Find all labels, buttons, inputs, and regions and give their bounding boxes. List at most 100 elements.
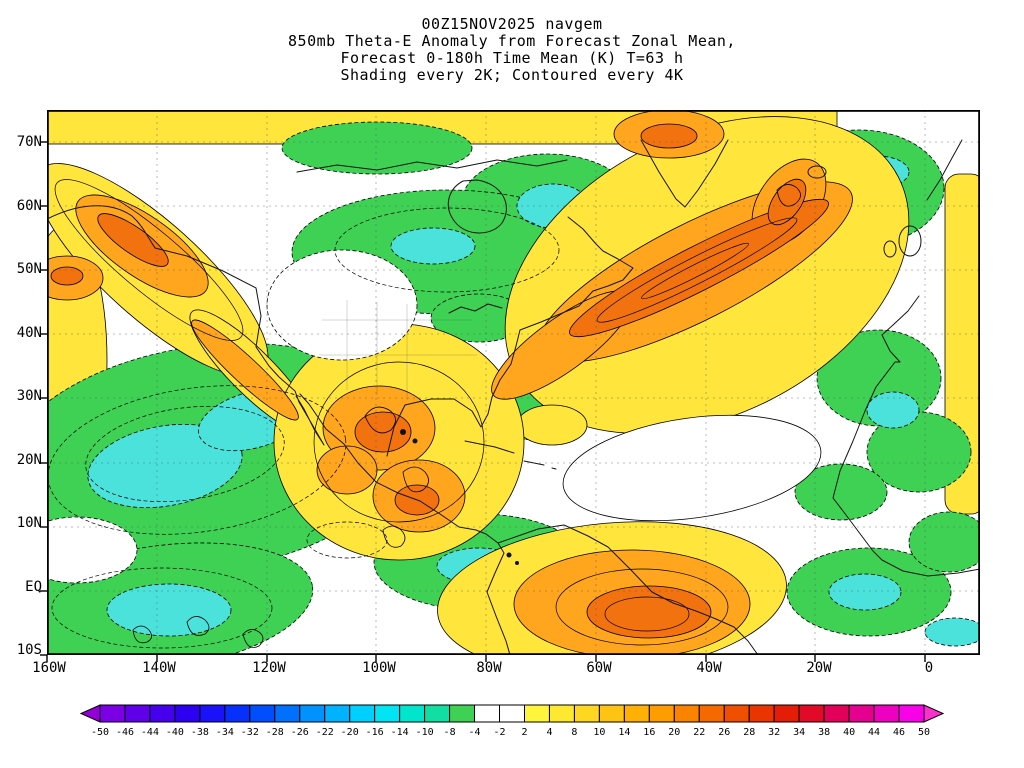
colorbar-cell [823,704,850,723]
lat-label-10s: 10S [16,642,42,658]
colorbar-tick-label: -34 [216,727,234,738]
lon-label-20w: 20W [806,660,832,676]
colorbar-cell [873,704,900,723]
lat-label-20n: 20N [16,452,42,468]
title-line-2: 850mb Theta-E Anomaly from Forecast Zona… [288,32,736,50]
colorbar-cell [898,704,925,723]
lat-label-eq: EQ [25,579,42,595]
colorbar-cell [623,704,650,723]
colorbar-cell [723,704,750,723]
lon-label-60w: 60W [586,660,612,676]
colorbar-cell [798,704,825,723]
lat-label-50n: 50N [16,261,42,277]
colorbar-tick-label: 46 [893,727,905,738]
lon-label-160w: 160W [32,660,66,676]
colorbar-tick-label: -32 [241,727,259,738]
colorbar-cell [673,704,700,723]
map-border [46,109,981,656]
colorbar-tick-label: 2 [521,727,527,738]
colorbar-cell [174,704,201,723]
colorbar-cell [199,704,226,723]
colorbar-tick-label: -22 [316,727,334,738]
title-line-4: Shading every 2K; Contoured every 4K [340,66,684,84]
colorbar-tick-label: -20 [341,727,359,738]
colorbar-tick-label: 26 [718,727,730,738]
colorbar-tick-label: -50 [91,727,109,738]
colorbar-cell [648,704,675,723]
title-line-1: 00Z15NOV2025 navgem [421,15,603,33]
colorbar-cell [224,704,251,723]
colorbar: -50 -46 -44 -40 -38 -34 -32 -28 -26 -22 -20 -16 -14-… [80,704,944,738]
colorbar-cell [324,704,351,723]
colorbar-cell [299,704,326,723]
colorbar-tick-label: 10 [593,727,605,738]
colorbar-tick-label: 50 [918,727,930,738]
colorbar-tick-label: 14 [618,727,630,738]
colorbar-cell [474,704,501,723]
near-zero-regions [47,249,822,584]
colorbar-tick-label: -4 [469,727,481,738]
anomaly-shading [47,110,980,655]
colorbar-tick-label: -10 [416,727,434,738]
colorbar-tick-label: 16 [643,727,655,738]
map-panel [40,109,981,662]
colorbar-cell [598,704,625,723]
colorbar-cell [349,704,376,723]
colorbar-tick-label: -14 [391,727,409,738]
lat-label-40n: 40N [16,325,42,341]
colorbar-tick-label: 28 [743,727,755,738]
colorbar-cell [274,704,301,723]
lon-label-0: 0 [924,660,934,676]
lat-label-70n: 70N [16,134,42,150]
colorbar-cell [573,704,600,723]
map-plot [40,109,981,662]
state-borders [319,300,477,400]
colorbar-cell [698,704,725,723]
colorbar-cell [449,704,476,723]
lon-label-120w: 120W [252,660,286,676]
colorbar-right-arrow [923,704,944,723]
colorbar-tick-label: -8 [444,727,456,738]
colorbar-tick-label: -40 [166,727,184,738]
colorbar-tick-label: 8 [571,727,577,738]
colorbar-tick-label: -46 [116,727,134,738]
lat-label-10n: 10N [16,515,42,531]
colorbar-tick-label: -44 [141,727,159,738]
colorbar-tick-label: -28 [266,727,284,738]
lat-label-60n: 60N [16,198,42,214]
title-line-3: Forecast 0-180h Time Mean (K) T=63 h [340,49,684,67]
colorbar-cell [99,704,126,723]
gridlines [47,110,980,655]
colorbar-left-arrow [80,704,101,723]
colorbar-tick-label: -38 [191,727,209,738]
colorbar-tick-label: -16 [366,727,384,738]
colorbar-tick-label: 22 [693,727,705,738]
colorbar-cell [399,704,426,723]
colorbar-cell [548,704,575,723]
lon-label-100w: 100W [362,660,396,676]
colorbar-cell [374,704,401,723]
colorbar-tick-label: 20 [668,727,680,738]
colorbar-tick-label: -2 [493,727,505,738]
colorbar-tick-label: 32 [768,727,780,738]
colorbar-tick-label: 40 [843,727,855,738]
colorbar-cell [499,704,525,723]
lon-label-140w: 140W [142,660,176,676]
colorbar-cell [149,704,176,723]
contour-lines [47,179,798,649]
contour-scribbles [132,184,801,648]
colorbar-tick-label: 4 [546,727,552,738]
colorbar-cell [249,704,276,723]
colorbar-tick-label: 44 [868,727,880,738]
lon-label-40w: 40W [696,660,722,676]
lat-label-30n: 30N [16,388,42,404]
colorbar-tick-label: 38 [818,727,830,738]
colorbar-tick-label: -26 [291,727,309,738]
colorbar-cell [848,704,875,723]
colorbar-cell [773,704,800,723]
colorbar-cell [424,704,451,723]
colorbar-cell [523,704,550,723]
colorbar-cell [124,704,151,723]
lon-label-80w: 80W [476,660,502,676]
coastlines [47,139,980,655]
